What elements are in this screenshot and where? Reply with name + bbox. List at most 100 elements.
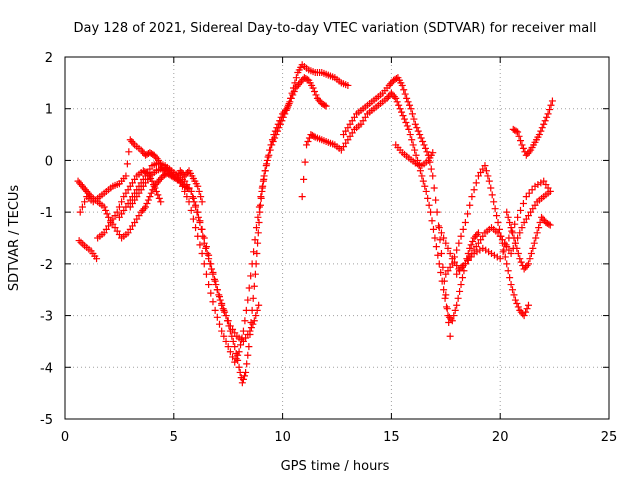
data-point [298,193,306,201]
data-point [292,74,300,82]
chart-title: Day 128 of 2021, Sidereal Day-to-day VTE… [74,21,597,36]
data-point [525,148,533,156]
data-point [254,213,262,221]
data-point [245,343,253,351]
series-track-12 [442,162,532,320]
data-point [519,144,527,152]
data-point [436,236,444,244]
data-point [194,208,202,216]
data-point [402,119,410,127]
data-point [513,244,521,252]
data-point [102,206,110,214]
data-point [496,255,504,263]
data-point [407,105,415,113]
x-tick-label: 25 [601,430,618,445]
data-point [215,293,223,301]
data-point [523,305,531,313]
data-point [439,263,447,271]
data-point [406,131,414,139]
data-point [421,144,429,152]
data-point [517,206,525,214]
data-point [401,90,409,98]
data-point [403,122,411,130]
data-point [520,312,528,320]
series-track-1 [75,237,101,263]
data-point [235,348,243,356]
data-point [147,189,155,197]
data-point [446,250,454,258]
data-point [273,124,281,132]
data-point [255,301,263,309]
data-point [194,232,202,240]
data-point [503,208,511,216]
data-point [113,208,121,216]
data-point [445,318,453,326]
data-point [200,234,208,242]
x-tick-label: 5 [170,430,178,445]
data-point [495,225,503,233]
data-point [535,224,543,232]
data-point [423,148,431,156]
data-point [198,250,206,258]
data-point [470,186,478,194]
data-point [396,105,404,113]
data-point [437,268,445,276]
data-point [509,286,517,294]
data-point [548,97,556,105]
data-point [523,262,531,270]
data-point [285,100,293,108]
data-point [419,137,427,145]
data-point [409,141,417,149]
data-point [502,241,510,249]
data-point [254,229,262,237]
data-point [504,267,512,275]
data-point [252,224,260,232]
data-point [257,193,265,201]
data-point [398,81,406,89]
data-point [516,229,524,237]
data-point [239,327,247,335]
data-point [529,244,537,252]
data-point [450,312,458,320]
data-point [122,172,130,180]
data-point [514,213,522,221]
data-point [453,301,461,309]
data-point [118,198,126,206]
data-point [231,343,239,351]
data-point [433,208,441,216]
data-point [202,244,210,252]
data-point [405,125,413,133]
data-point [442,291,450,299]
data-point [451,306,459,314]
data-point [148,177,156,185]
data-point [510,234,518,242]
data-point [518,224,526,232]
data-point [511,296,519,304]
data-point [207,260,215,268]
data-point [76,208,84,216]
data-point [155,194,163,202]
data-point [514,128,522,136]
data-point [321,101,329,109]
data-point [421,182,429,190]
data-point [418,172,426,180]
data-point [310,132,318,140]
data-point [506,274,514,282]
data-point [490,198,498,206]
data-point [263,160,271,168]
data-point [154,191,162,199]
data-point [301,158,309,166]
data-point [500,246,508,254]
data-point [309,84,317,92]
series-track-5 [115,61,352,387]
data-point [242,368,250,376]
data-point [413,124,421,132]
data-point [200,260,208,268]
data-point [435,224,443,232]
data-point [435,260,443,268]
y-tick-label: -2 [40,258,53,273]
data-point [429,225,437,233]
data-point [429,149,437,157]
data-point [448,317,456,325]
